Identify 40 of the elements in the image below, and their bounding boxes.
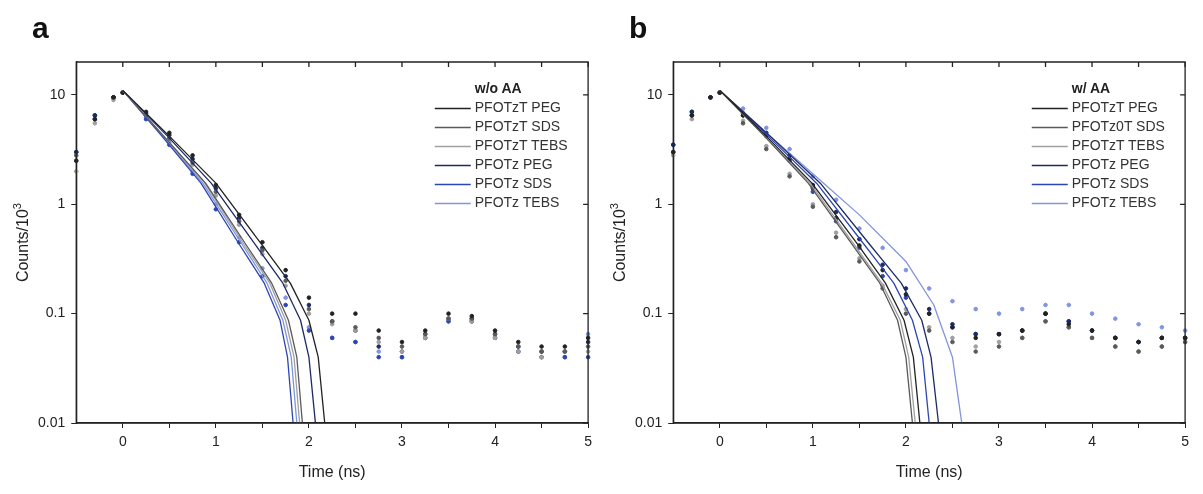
legend-title: w/o AA	[473, 80, 522, 97]
x-tick-label: 5	[1181, 433, 1190, 450]
y-axis-title: Counts/103	[607, 202, 629, 283]
x-tick-label: 1	[211, 433, 220, 450]
legend-title: w/ AA	[1070, 80, 1111, 97]
y-tick-label: 0.1	[45, 304, 66, 321]
legend-label: PFOTz TEBS	[1071, 194, 1157, 211]
legend-label: PFOTz SDS	[1071, 175, 1149, 192]
legend-label: PFOTz0T SDS	[1071, 118, 1165, 135]
x-tick-label: 2	[305, 433, 314, 450]
legend-label: PFOTz TEBS	[474, 194, 560, 211]
x-tick-label: 4	[491, 433, 500, 450]
x-tick-label: 1	[808, 433, 817, 450]
legend-label: PFOTzT PEG	[474, 99, 561, 116]
legend-label: PFOTz SDS	[474, 175, 552, 192]
legend-label: PFOTz PEG	[474, 156, 553, 173]
legend-label: PFOTzT TEBS	[474, 137, 568, 154]
chart-title: b	[629, 11, 648, 45]
x-tick-label: 5	[584, 433, 593, 450]
chart-title: a	[32, 11, 49, 45]
y-tick-label: 0.01	[38, 413, 66, 430]
legend-label: PFOTzT SDS	[474, 118, 561, 135]
x-axis-title: Time (ns)	[298, 462, 366, 480]
y-tick-label: 0.1	[642, 304, 663, 321]
legend-label: PFOTzT TEBS	[1071, 137, 1165, 154]
x-tick-label: 3	[995, 433, 1004, 450]
x-tick-label: 2	[902, 433, 911, 450]
x-tick-label: 4	[1088, 433, 1097, 450]
y-tick-label: 10	[646, 85, 663, 102]
x-tick-label: 3	[398, 433, 407, 450]
legend-label: PFOTzT PEG	[1071, 99, 1158, 116]
y-axis-title: Counts/103	[10, 202, 32, 283]
x-tick-label: 0	[715, 433, 724, 450]
x-tick-label: 0	[118, 433, 127, 450]
y-tick-label: 0.01	[635, 413, 663, 430]
legend-label: PFOTz PEG	[1071, 156, 1150, 173]
x-axis-title: Time (ns)	[895, 462, 963, 480]
y-tick-label: 1	[654, 195, 663, 212]
y-tick-label: 10	[49, 85, 66, 102]
y-tick-label: 1	[57, 195, 66, 212]
